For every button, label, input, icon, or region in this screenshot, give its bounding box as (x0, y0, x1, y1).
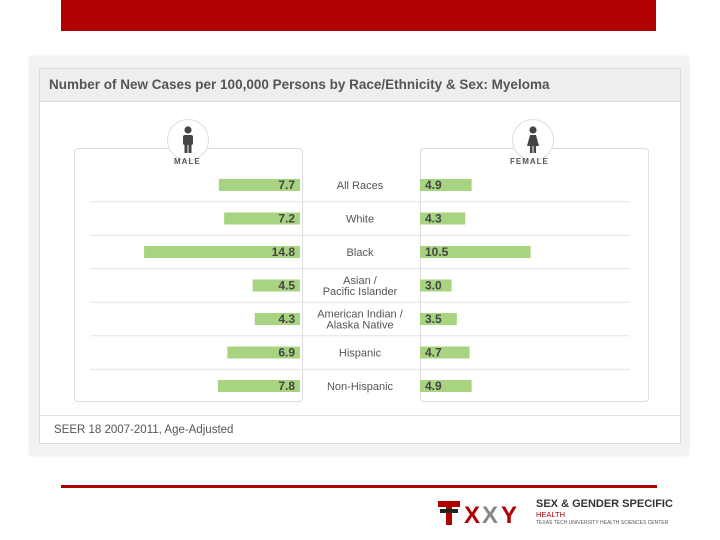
male-bar (227, 346, 300, 359)
female-value-label: 4.9 (425, 178, 442, 192)
male-value-label: 7.8 (278, 379, 295, 393)
bar-chart: 7.7 4.9 All Races 7.2 4.3 White 14.8 10.5 Black 4… (90, 178, 630, 393)
male-bar (144, 246, 300, 258)
logo-line-3: TEXAS TECH UNIVERSITY HEALTH SCIENCES CE… (536, 520, 669, 526)
male-value-label: 4.5 (278, 279, 295, 293)
category-label: White (346, 214, 374, 226)
logo-line-1: SEX & GENDER SPECIFIC (536, 498, 673, 510)
male-bar (224, 212, 300, 225)
female-bar (420, 246, 531, 258)
institution-logo: X X Y SEX & GENDER SPECIFIC HEALTH TEXAS… (438, 498, 673, 530)
male-bar (254, 313, 300, 325)
svg-text:X: X (482, 502, 498, 528)
female-bar (420, 346, 470, 359)
source-note: SEER 18 2007-2011, Age-Adjusted (54, 424, 234, 436)
female-bar (420, 212, 466, 225)
category-label: American Indian / (317, 309, 404, 321)
male-value-label: 4.3 (278, 312, 295, 326)
category-label: Hispanic (339, 348, 382, 360)
category-label: All Races (337, 180, 384, 192)
female-value-label: 4.7 (425, 346, 442, 360)
male-person-icon (167, 119, 209, 161)
female-value-label: 4.9 (425, 379, 442, 393)
male-value-label: 6.9 (278, 346, 295, 360)
female-value-label: 10.5 (425, 245, 449, 259)
male-label: MALE (174, 157, 201, 166)
male-bar (217, 380, 300, 392)
female-value-label: 4.3 (425, 212, 442, 226)
svg-text:X: X (464, 502, 480, 528)
female-label: FEMALE (510, 157, 549, 166)
male-value-label: 7.2 (278, 212, 295, 226)
male-bar (252, 279, 300, 292)
male-bar (218, 179, 300, 191)
logo-line-2: HEALTH (536, 510, 566, 519)
category-label: Black (347, 247, 374, 259)
bottom-accent-rule (61, 485, 657, 488)
chart-header: Number of New Cases per 100,000 Persons … (40, 69, 680, 102)
female-value-label: 3.0 (425, 279, 442, 293)
top-accent-bar (61, 0, 656, 31)
female-person-icon (512, 119, 554, 161)
female-value-label: 3.5 (425, 312, 442, 326)
female-bar (420, 179, 472, 191)
male-value-label: 14.8 (272, 245, 296, 259)
chart-card: Number of New Cases per 100,000 Persons … (39, 68, 681, 444)
double-t-xxy-logo-icon: X X Y (438, 501, 517, 528)
female-bar (420, 313, 457, 325)
female-bar (420, 279, 452, 292)
footer-divider (40, 415, 680, 416)
category-label: Pacific Islander (323, 286, 398, 298)
male-value-label: 7.7 (278, 178, 295, 192)
svg-text:Y: Y (501, 502, 517, 528)
category-label: Alaska Native (326, 320, 393, 332)
female-bar (420, 380, 472, 392)
chart-title: Number of New Cases per 100,000 Persons … (49, 77, 550, 92)
category-label: Asian / (343, 275, 378, 287)
category-label: Non-Hispanic (327, 381, 394, 393)
